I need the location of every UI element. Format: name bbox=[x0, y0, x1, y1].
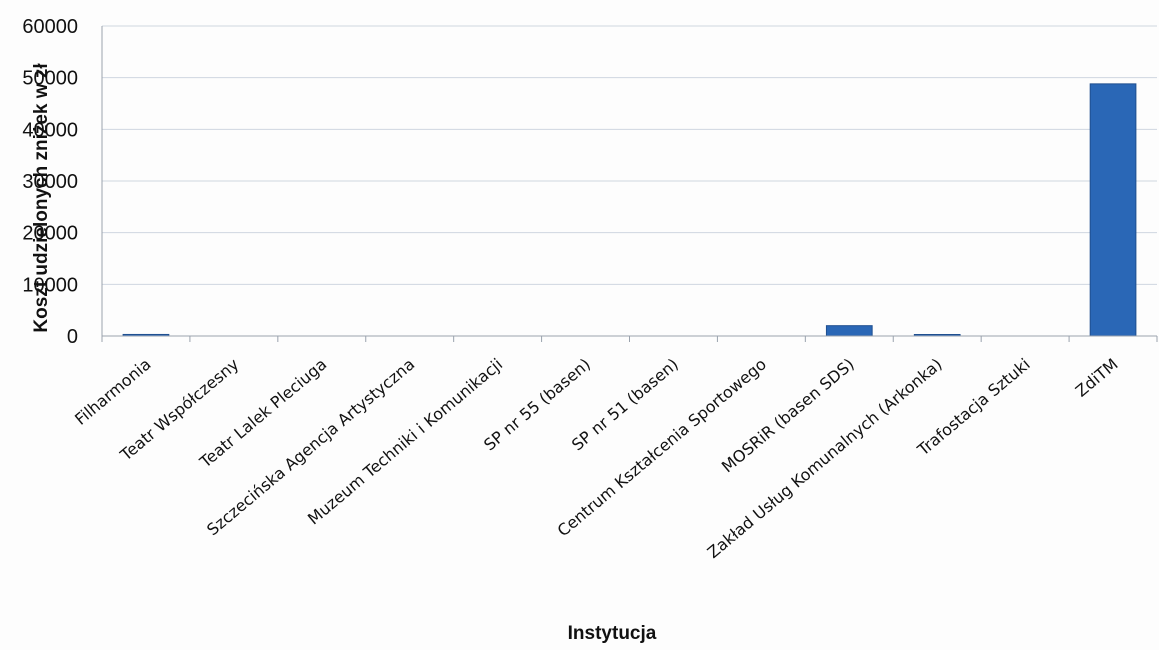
bar bbox=[1089, 83, 1137, 337]
x-tick-label: Muzeum Techniki i Komunikacji bbox=[304, 355, 506, 529]
y-tick-label: 40000 bbox=[22, 119, 78, 141]
y-tick-label: 30000 bbox=[22, 171, 78, 193]
y-tick-label: 20000 bbox=[22, 223, 78, 245]
x-tick-label: Filharmonia bbox=[71, 355, 154, 429]
gridlines bbox=[102, 25, 1157, 285]
y-tick-label: 50000 bbox=[22, 68, 78, 90]
y-tick-labels: 0 10000 20000 30000 40000 50000 60000 bbox=[22, 16, 78, 348]
axes bbox=[101, 26, 1158, 342]
y-tick-label: 0 bbox=[67, 326, 78, 348]
bars bbox=[122, 83, 1137, 337]
bar bbox=[825, 325, 873, 337]
y-axis-title: Koszt udzielonych zniżek w zł bbox=[31, 63, 52, 333]
x-axis-title: Instytucja bbox=[568, 623, 657, 644]
x-tick-label: ZdiTM bbox=[1072, 355, 1122, 401]
y-tick-label: 10000 bbox=[22, 274, 78, 296]
y-tick-label: 60000 bbox=[22, 16, 78, 38]
